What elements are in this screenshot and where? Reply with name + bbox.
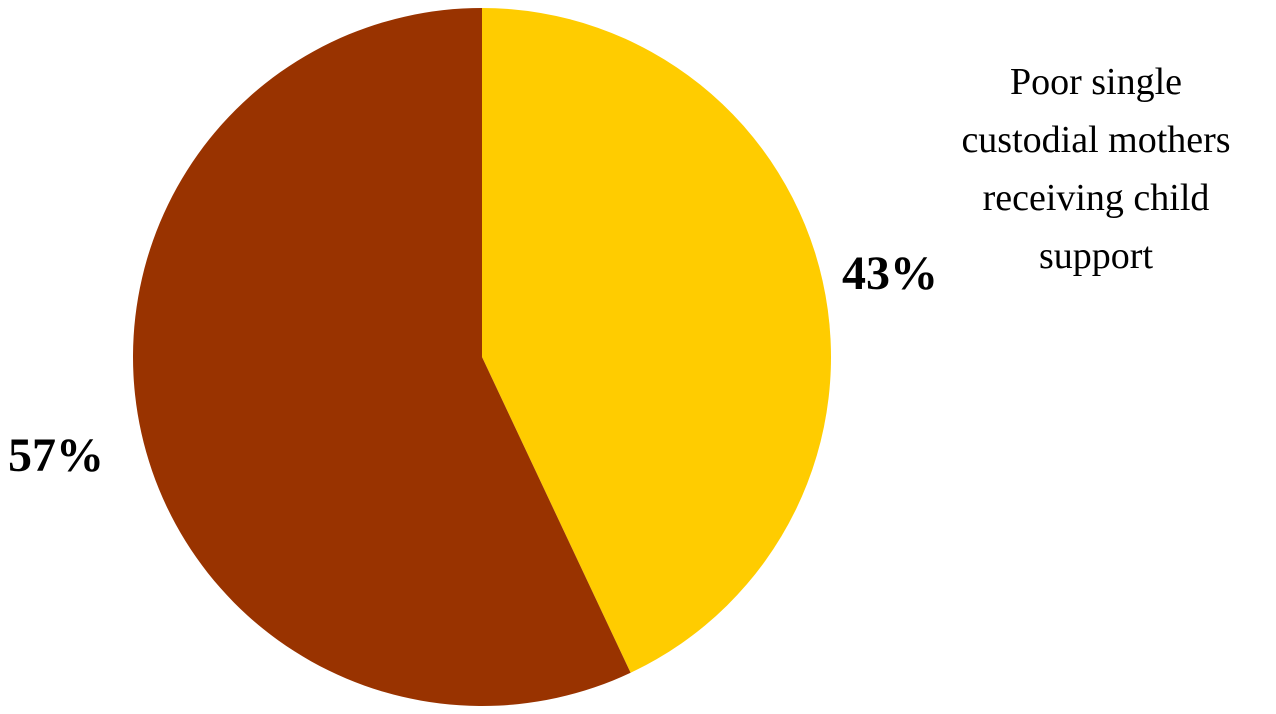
pie-slice-43: [482, 8, 832, 673]
pie-slice-57: [133, 8, 631, 706]
annotation-line-1: Poor single: [1010, 61, 1182, 103]
annotation-line-2: custodial mothers: [961, 119, 1230, 161]
slice-label-57: 57%: [8, 429, 104, 482]
slice-annotation: Poor single custodial mothers receiving …: [961, 61, 1230, 277]
annotation-line-3: receiving child: [983, 177, 1210, 219]
annotation-line-4: support: [1039, 235, 1153, 277]
pie-slices: [133, 8, 832, 706]
slice-label-43: 43%: [842, 247, 938, 300]
